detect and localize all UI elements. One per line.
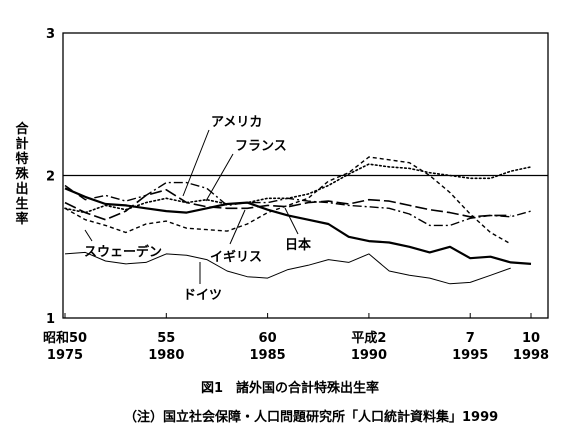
x-tick-year-label: 1980 <box>148 348 184 363</box>
y-tick-label: 2 <box>46 170 55 185</box>
x-tick-era-label: 60 <box>259 331 277 346</box>
series-line-2 <box>64 181 532 227</box>
series-label: アメリカ <box>211 115 262 130</box>
figure-source-note: （注）国立社会保障・人口問題研究所「人口統計資料集」1999 <box>124 410 499 425</box>
x-tick-year-label: 1990 <box>351 348 387 363</box>
series-label-leader <box>284 207 299 235</box>
series-label: スウェーデン <box>84 244 162 260</box>
y-tick-label: 1 <box>46 312 55 327</box>
y-tick-label: 3 <box>46 27 55 42</box>
series-label: フランス <box>235 139 287 154</box>
series-line-5 <box>64 251 511 285</box>
series-label-leader <box>229 209 246 245</box>
series-label: ドイツ <box>183 288 222 303</box>
x-tick-year-label: 1975 <box>47 348 83 363</box>
series-line-1 <box>64 163 532 214</box>
series-line-3 <box>64 156 512 245</box>
figure-caption: 図1 諸外国の合計特殊出生率 <box>200 381 380 396</box>
series-label: 日本 <box>285 237 311 253</box>
x-tick-era-label: 7 <box>466 331 475 346</box>
x-tick-era-label: 平成2 <box>351 330 386 346</box>
x-tick-era-label: 10 <box>522 331 540 346</box>
x-tick-era-label: 55 <box>157 331 175 346</box>
series-label: イギリス <box>210 249 262 265</box>
x-tick-year-label: 1985 <box>250 348 286 363</box>
series-line-0 <box>64 187 532 265</box>
x-tick-era-label: 昭和50 <box>43 330 87 346</box>
x-tick-year-label: 1998 <box>513 348 549 363</box>
series-line-4 <box>64 189 511 221</box>
series-label-leader <box>205 153 234 202</box>
y-axis-label: 合計特殊出生率 <box>15 122 29 227</box>
series-label-leader <box>182 129 210 197</box>
series-label-leader <box>84 229 93 242</box>
x-tick-year-label: 1995 <box>452 348 488 363</box>
